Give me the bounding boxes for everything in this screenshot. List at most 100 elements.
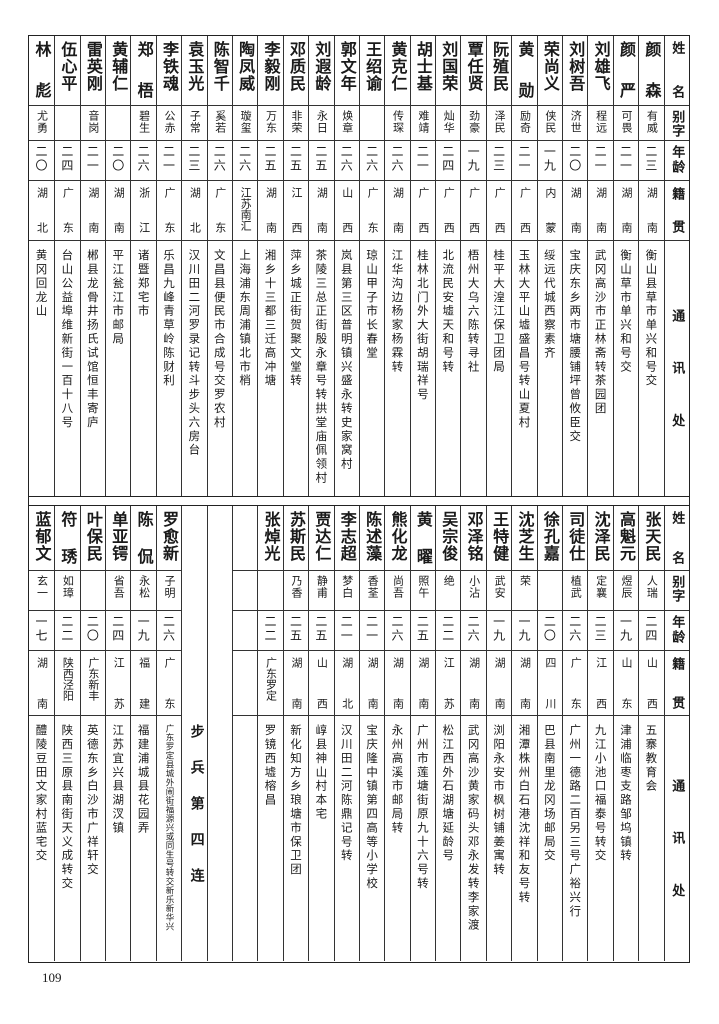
alias-cell: 程远	[588, 106, 613, 141]
age-text: 一九	[491, 615, 506, 643]
address-cell: 汉川田二河罗录记转斗步头六房台	[182, 241, 206, 496]
section-label: 步兵第四连	[188, 723, 205, 904]
alias-cell: 劲豪	[461, 106, 486, 141]
name-text: 陈侃	[134, 511, 154, 565]
origin-cell: 陕西泾阳	[55, 651, 80, 716]
address-cell: 上海浦东周浦镇北市梢	[233, 241, 257, 496]
alias-cell: 焕章	[334, 106, 359, 141]
address-text: 北流民安墟天和号转	[441, 249, 456, 375]
age-text: 二〇	[85, 615, 100, 643]
name-text: 黄曜	[413, 511, 433, 565]
origin-text: 广东	[61, 187, 75, 233]
origin-cell: 湖北	[182, 181, 207, 241]
address-text: 新化知方乡琅塘市保卫团	[288, 724, 303, 877]
address-cell: 浏阳永安市枫树铺姜寓转	[487, 716, 511, 961]
name-cell: 陈述藻	[359, 506, 385, 571]
address-cell: 北流民安墟天和号转	[436, 241, 460, 496]
age-text: 二一	[618, 145, 633, 173]
alias-cell: 小沾	[461, 571, 486, 611]
origin-text: 浙江	[137, 187, 151, 233]
origin-cell: 广西	[410, 181, 436, 241]
age-cell: 二六	[131, 141, 156, 181]
person-column: 邓质民 非荣 二五 江西 萍乡城正街贺聚文堂转	[282, 36, 309, 496]
header-alias-text: 别字	[669, 110, 685, 138]
alias-cell: 绝	[436, 571, 461, 611]
alias-text: 绝	[442, 575, 456, 587]
age-text: 二三	[186, 145, 201, 173]
name-text: 袁玉光	[185, 41, 205, 92]
person-column: 张焯光 二二 广东罗定 罗镜西墟榕昌	[257, 506, 283, 961]
name-text: 胡士基	[413, 41, 433, 92]
name-cell: 贾达仁	[309, 506, 334, 571]
origin-cell: 湖南	[486, 651, 512, 716]
age-cell: 一七	[28, 611, 55, 651]
age-cell	[232, 611, 258, 651]
origin-cell: 湖南	[639, 181, 664, 241]
address-text: 乐昌九峰青草岭陈财利	[161, 249, 176, 388]
address-text: 浏阳永安市枫树铺姜寓转	[492, 724, 507, 877]
address-cell: 武冈高沙黄家码头邓永发转李家渡	[461, 716, 485, 961]
alias-text: 煜辰	[620, 575, 634, 599]
address-cell: 文昌县便民市合成号交罗农村	[208, 241, 232, 496]
alias-cell: 梦白	[334, 571, 359, 611]
address-text: 松江西外石湖塘延龄号	[441, 724, 456, 863]
name-cell: 单亚锷	[106, 506, 131, 571]
person-column: 荣尚义 侠民 一九 内蒙 绥远代城西察素齐	[536, 36, 563, 496]
name-text: 吴宗俊	[439, 511, 459, 562]
person-column: 袁玉光 子常 二三 湖北 汉川田二河罗录记转斗步头六房台	[181, 36, 207, 496]
address-cell: 桂平大湟江保卫团局	[487, 241, 511, 496]
name-text: 刘国荣	[439, 41, 459, 92]
alias-text: 尚吾	[391, 575, 405, 599]
address-cell: 湘乡十三都三迁高冲塘	[258, 241, 282, 496]
address-text: 郴县龙骨井扬氏试馆恒丰寄庐	[85, 249, 100, 430]
name-text: 郑梧	[134, 41, 154, 99]
age-cell: 二一	[156, 141, 182, 181]
origin-text: 湖南	[645, 187, 659, 233]
origin-text: 广东	[162, 187, 176, 233]
address-cell: 汉川田二河陈鼎记号转	[335, 716, 359, 961]
address-text: 衡山县草市单兴和号交	[644, 249, 659, 388]
person-column: 徐孔嘉 二〇 四川 巴县南里龙冈场邮局交	[536, 506, 563, 961]
origin-text: 湖北	[35, 187, 49, 233]
age-text: 二三	[643, 145, 658, 173]
age-cell: 二六	[359, 141, 385, 181]
alias-text: 非荣	[289, 110, 303, 134]
origin-cell	[232, 651, 258, 716]
origin-cell: 山西	[639, 651, 664, 716]
address-text: 湘乡十三都三迁高冲塘	[263, 249, 278, 388]
person-column: 黄勋 励奇 二一 广西 玉林大平山墟盛昌号转山夏村	[511, 36, 537, 496]
alias-cell: 侠民	[537, 106, 563, 141]
address-cell: 武冈高沙市正林斋转茶园团	[588, 241, 612, 496]
address-cell: 醴陵豆田文家村蓝宅交	[29, 716, 54, 961]
age-cell: 二六	[156, 611, 182, 651]
name-cell: 苏斯民	[283, 506, 309, 571]
name-cell: 李志超	[334, 506, 359, 571]
age-text: 二六	[567, 615, 582, 643]
origin-text: 广东	[366, 187, 380, 233]
person-column: 黄辅仁 二〇 湖南 平江瓮江市邮局	[105, 36, 131, 496]
header-origin-text: 籍贯	[669, 187, 685, 233]
age-cell: 二一	[588, 141, 613, 181]
origin-cell: 江西	[283, 181, 309, 241]
origin-cell: 湖南	[613, 181, 639, 241]
address-cell: 萍乡城正街贺聚文堂转	[284, 241, 308, 496]
alias-cell	[106, 106, 131, 141]
name-text: 阮殖民	[490, 41, 510, 92]
address-text: 茶陵三总正街殷永章号转拱堂庙佩领村	[314, 249, 329, 486]
origin-cell: 湖南	[309, 181, 334, 241]
origin-cell: 湖北	[28, 181, 55, 241]
address-cell: 江苏宜兴县湖汊镇	[106, 716, 130, 961]
name-text: 李铁魂	[159, 41, 179, 92]
origin-text: 山西	[340, 187, 354, 233]
age-text: 二二	[263, 615, 278, 643]
origin-cell: 内蒙	[537, 181, 563, 241]
age-text: 二六	[364, 145, 379, 173]
alias-cell: 可畏	[613, 106, 639, 141]
address-text: 江华沟边杨家杨霖转	[390, 249, 405, 375]
roster-table: 姓名 别字 年龄 籍贯 通讯处 颜森 有威 二三 湖南 衡山县草市单兴和号交 颜严 可畏 二一 湖南 衡山草…	[28, 35, 690, 963]
name-cell	[232, 506, 258, 571]
alias-cell: 煜辰	[613, 571, 639, 611]
origin-text: 广西	[467, 187, 481, 233]
alias-text: 静甫	[315, 575, 329, 599]
origin-cell: 湖南	[106, 181, 131, 241]
